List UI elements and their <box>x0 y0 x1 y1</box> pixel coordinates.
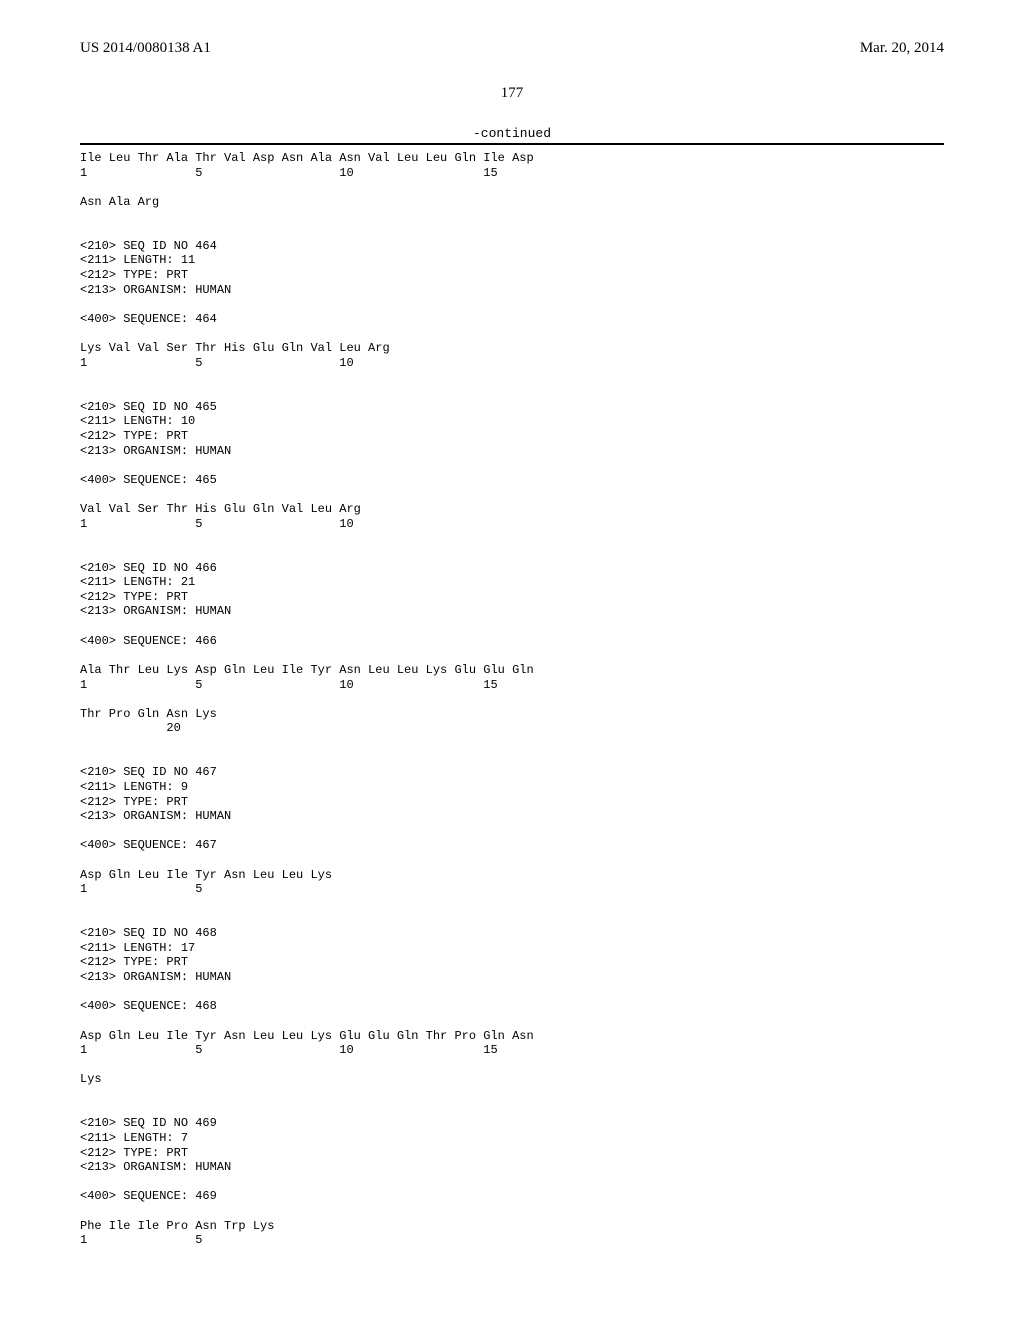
sequence-listing: Ile Leu Thr Ala Thr Val Asp Asn Ala Asn … <box>80 151 944 1248</box>
continued-label: -continued <box>80 126 944 141</box>
publication-number: US 2014/0080138 A1 <box>80 40 211 57</box>
divider <box>80 143 944 145</box>
page-number: 177 <box>0 85 1024 102</box>
page-header: US 2014/0080138 A1 Mar. 20, 2014 <box>0 0 1024 57</box>
publication-date: Mar. 20, 2014 <box>860 40 944 57</box>
